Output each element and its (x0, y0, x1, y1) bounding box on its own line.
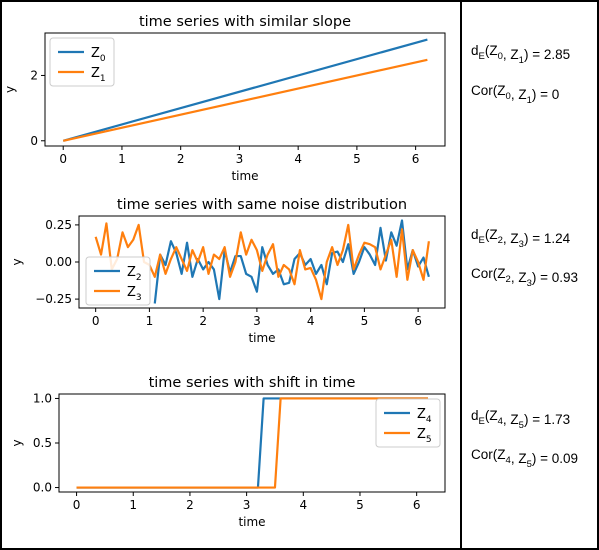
x-tick-label: 6 (413, 498, 421, 512)
correlation-annotation: Cor(Z4, Z5) = 0.09 (471, 447, 578, 470)
x-tick-label: 1 (129, 498, 137, 512)
series-line-Z1 (62, 58, 428, 142)
chart-3: time series with shift in time 0 1 2 3 4 5 6 0.0… (10, 375, 446, 529)
legend-label: Z5 (417, 427, 432, 445)
distance-annotation: dE(Z0, Z1) = 2.85 (471, 43, 570, 66)
chart-title: time series with same noise distribution (117, 197, 407, 213)
legend-label: Z1 (91, 66, 106, 84)
x-tick-label: 4 (299, 498, 307, 512)
chart-title: time series with similar slope (139, 14, 351, 30)
x-tick-label: 3 (243, 498, 251, 512)
axes-frame (44, 32, 446, 147)
annotations-area: dE(Z0, Z1) = 2.85 Cor(Z0, Z1) = 0 dE(Z2, Z… (471, 43, 578, 470)
y-axis-label: y (10, 439, 24, 446)
x-axis-label: time (231, 169, 258, 183)
chart-2: time series with same noise distribution… (10, 197, 446, 345)
distance-annotation: dE(Z2, Z3) = 1.24 (471, 227, 571, 250)
y-tick-label: 1.0 (33, 391, 52, 405)
x-tick-label: 2 (199, 314, 207, 328)
x-tick-label: 3 (236, 152, 244, 166)
chart-title: time series with shift in time (149, 375, 356, 391)
legend-box (49, 37, 115, 87)
annotation-1: dE(Z0, Z1) = 2.85 Cor(Z0, Z1) = 0 (471, 43, 570, 106)
legend-label: Z3 (127, 285, 142, 303)
correlation-annotation: Cor(Z2, Z3) = 0.93 (471, 266, 578, 289)
x-tick-label: 0 (59, 152, 67, 166)
x-tick-label: 5 (361, 314, 369, 328)
y-axis-label: y (3, 86, 17, 93)
x-tick-label: 3 (253, 314, 261, 328)
legend-box (375, 398, 441, 448)
legend-label: Z4 (417, 407, 432, 425)
legend-box (85, 256, 151, 306)
legend-label: Z2 (127, 265, 142, 283)
y-tick-label: 0.00 (45, 255, 72, 269)
x-axis-label: time (238, 515, 265, 529)
series-line-Z5 (76, 397, 428, 489)
x-axis-label: time (248, 331, 275, 345)
x-tick-label: 1 (146, 314, 154, 328)
x-tick-label: 2 (177, 152, 185, 166)
annotation-2: dE(Z2, Z3) = 1.24 Cor(Z2, Z3) = 0.93 (471, 227, 578, 289)
x-tick-label: 1 (118, 152, 126, 166)
legend-label: Z0 (91, 46, 106, 64)
distance-annotation: dE(Z4, Z5) = 1.73 (471, 408, 570, 431)
chart-1: time series with similar slope 0 1 2 3 4 5 6 0 2 t… (3, 14, 446, 183)
x-tick-label: 0 (92, 314, 100, 328)
y-tick-label: 0 (30, 134, 38, 148)
y-tick-label: 0.5 (33, 436, 52, 450)
y-tick-label: 0.25 (45, 218, 72, 232)
y-tick-label: 2 (30, 68, 38, 82)
x-tick-label: 2 (186, 498, 194, 512)
series-line-Z0 (62, 38, 428, 142)
x-tick-label: 6 (414, 314, 422, 328)
series-line-Z2 (153, 219, 430, 304)
x-tick-label: 0 (73, 498, 81, 512)
y-tick-label: −0.25 (35, 292, 72, 306)
correlation-annotation: Cor(Z0, Z1) = 0 (471, 83, 559, 106)
y-axis-label: y (10, 258, 24, 265)
y-tick-label: 0.0 (33, 481, 52, 495)
x-tick-label: 5 (356, 498, 364, 512)
x-tick-label: 4 (294, 152, 302, 166)
x-tick-label: 6 (412, 152, 420, 166)
x-tick-label: 4 (307, 314, 315, 328)
x-tick-label: 5 (353, 152, 361, 166)
annotation-3: dE(Z4, Z5) = 1.73 Cor(Z4, Z5) = 0.09 (471, 408, 578, 470)
series-line-Z3 (94, 222, 430, 301)
